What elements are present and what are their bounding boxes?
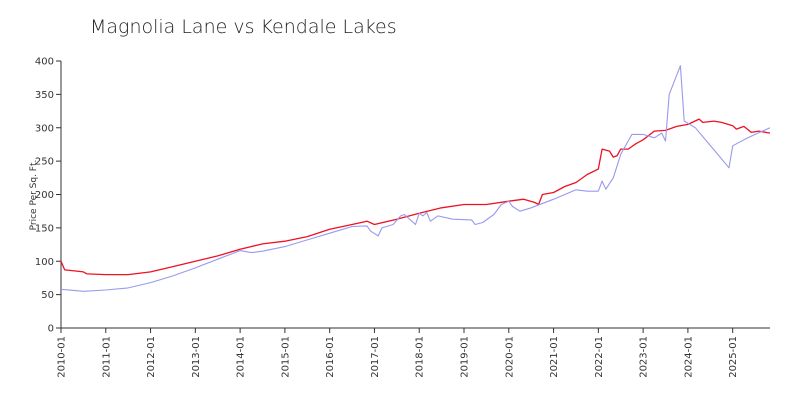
x-tick-label: 2011-01 xyxy=(101,336,112,378)
y-axis-label: Price Per Sq. Ft. xyxy=(29,160,39,231)
y-tick-label: 100 xyxy=(35,257,54,268)
y-tick-label: 400 xyxy=(35,57,54,68)
x-tick-label: 2013-01 xyxy=(191,336,202,378)
x-tick-label: 2020-01 xyxy=(504,336,515,378)
y-tick-label: 50 xyxy=(41,290,54,301)
x-tick-label: 2025-01 xyxy=(728,336,739,378)
x-tick-label: 2015-01 xyxy=(280,336,291,378)
y-tick-label: 200 xyxy=(35,190,54,201)
y-tick-label: 250 xyxy=(35,157,54,168)
x-tick-label: 2017-01 xyxy=(370,336,381,378)
x-tick-label: 2016-01 xyxy=(325,336,336,378)
y-tick-label: 0 xyxy=(48,324,54,335)
x-tick-label: 2022-01 xyxy=(594,336,605,378)
x-tick-label: 2018-01 xyxy=(415,336,426,378)
series-line-2 xyxy=(60,65,771,292)
y-tick-label: 150 xyxy=(35,223,54,234)
plot-lines xyxy=(60,65,771,292)
series-line-1 xyxy=(60,118,771,276)
chart-title: Magnolia Lane vs Kendale Lakes xyxy=(90,16,397,38)
x-tick-label: 2019-01 xyxy=(460,336,471,378)
x-tick-label: 2012-01 xyxy=(146,336,157,378)
x-axis: 2010-01 2011-01 2012-01 2013-01 2014-01 2015-… xyxy=(57,327,770,378)
x-tick-label: 2023-01 xyxy=(639,336,650,378)
y-tick-label: 350 xyxy=(35,90,54,101)
x-tick-label: 2014-01 xyxy=(236,336,247,378)
y-axis: 0 50 100 150 200 250 300 350 400 xyxy=(35,57,62,335)
x-tick-label: 2010-01 xyxy=(57,336,68,378)
x-tick-label: 2024-01 xyxy=(683,336,694,378)
x-tick-label: 2021-01 xyxy=(549,336,560,378)
y-tick-label: 300 xyxy=(35,123,54,134)
